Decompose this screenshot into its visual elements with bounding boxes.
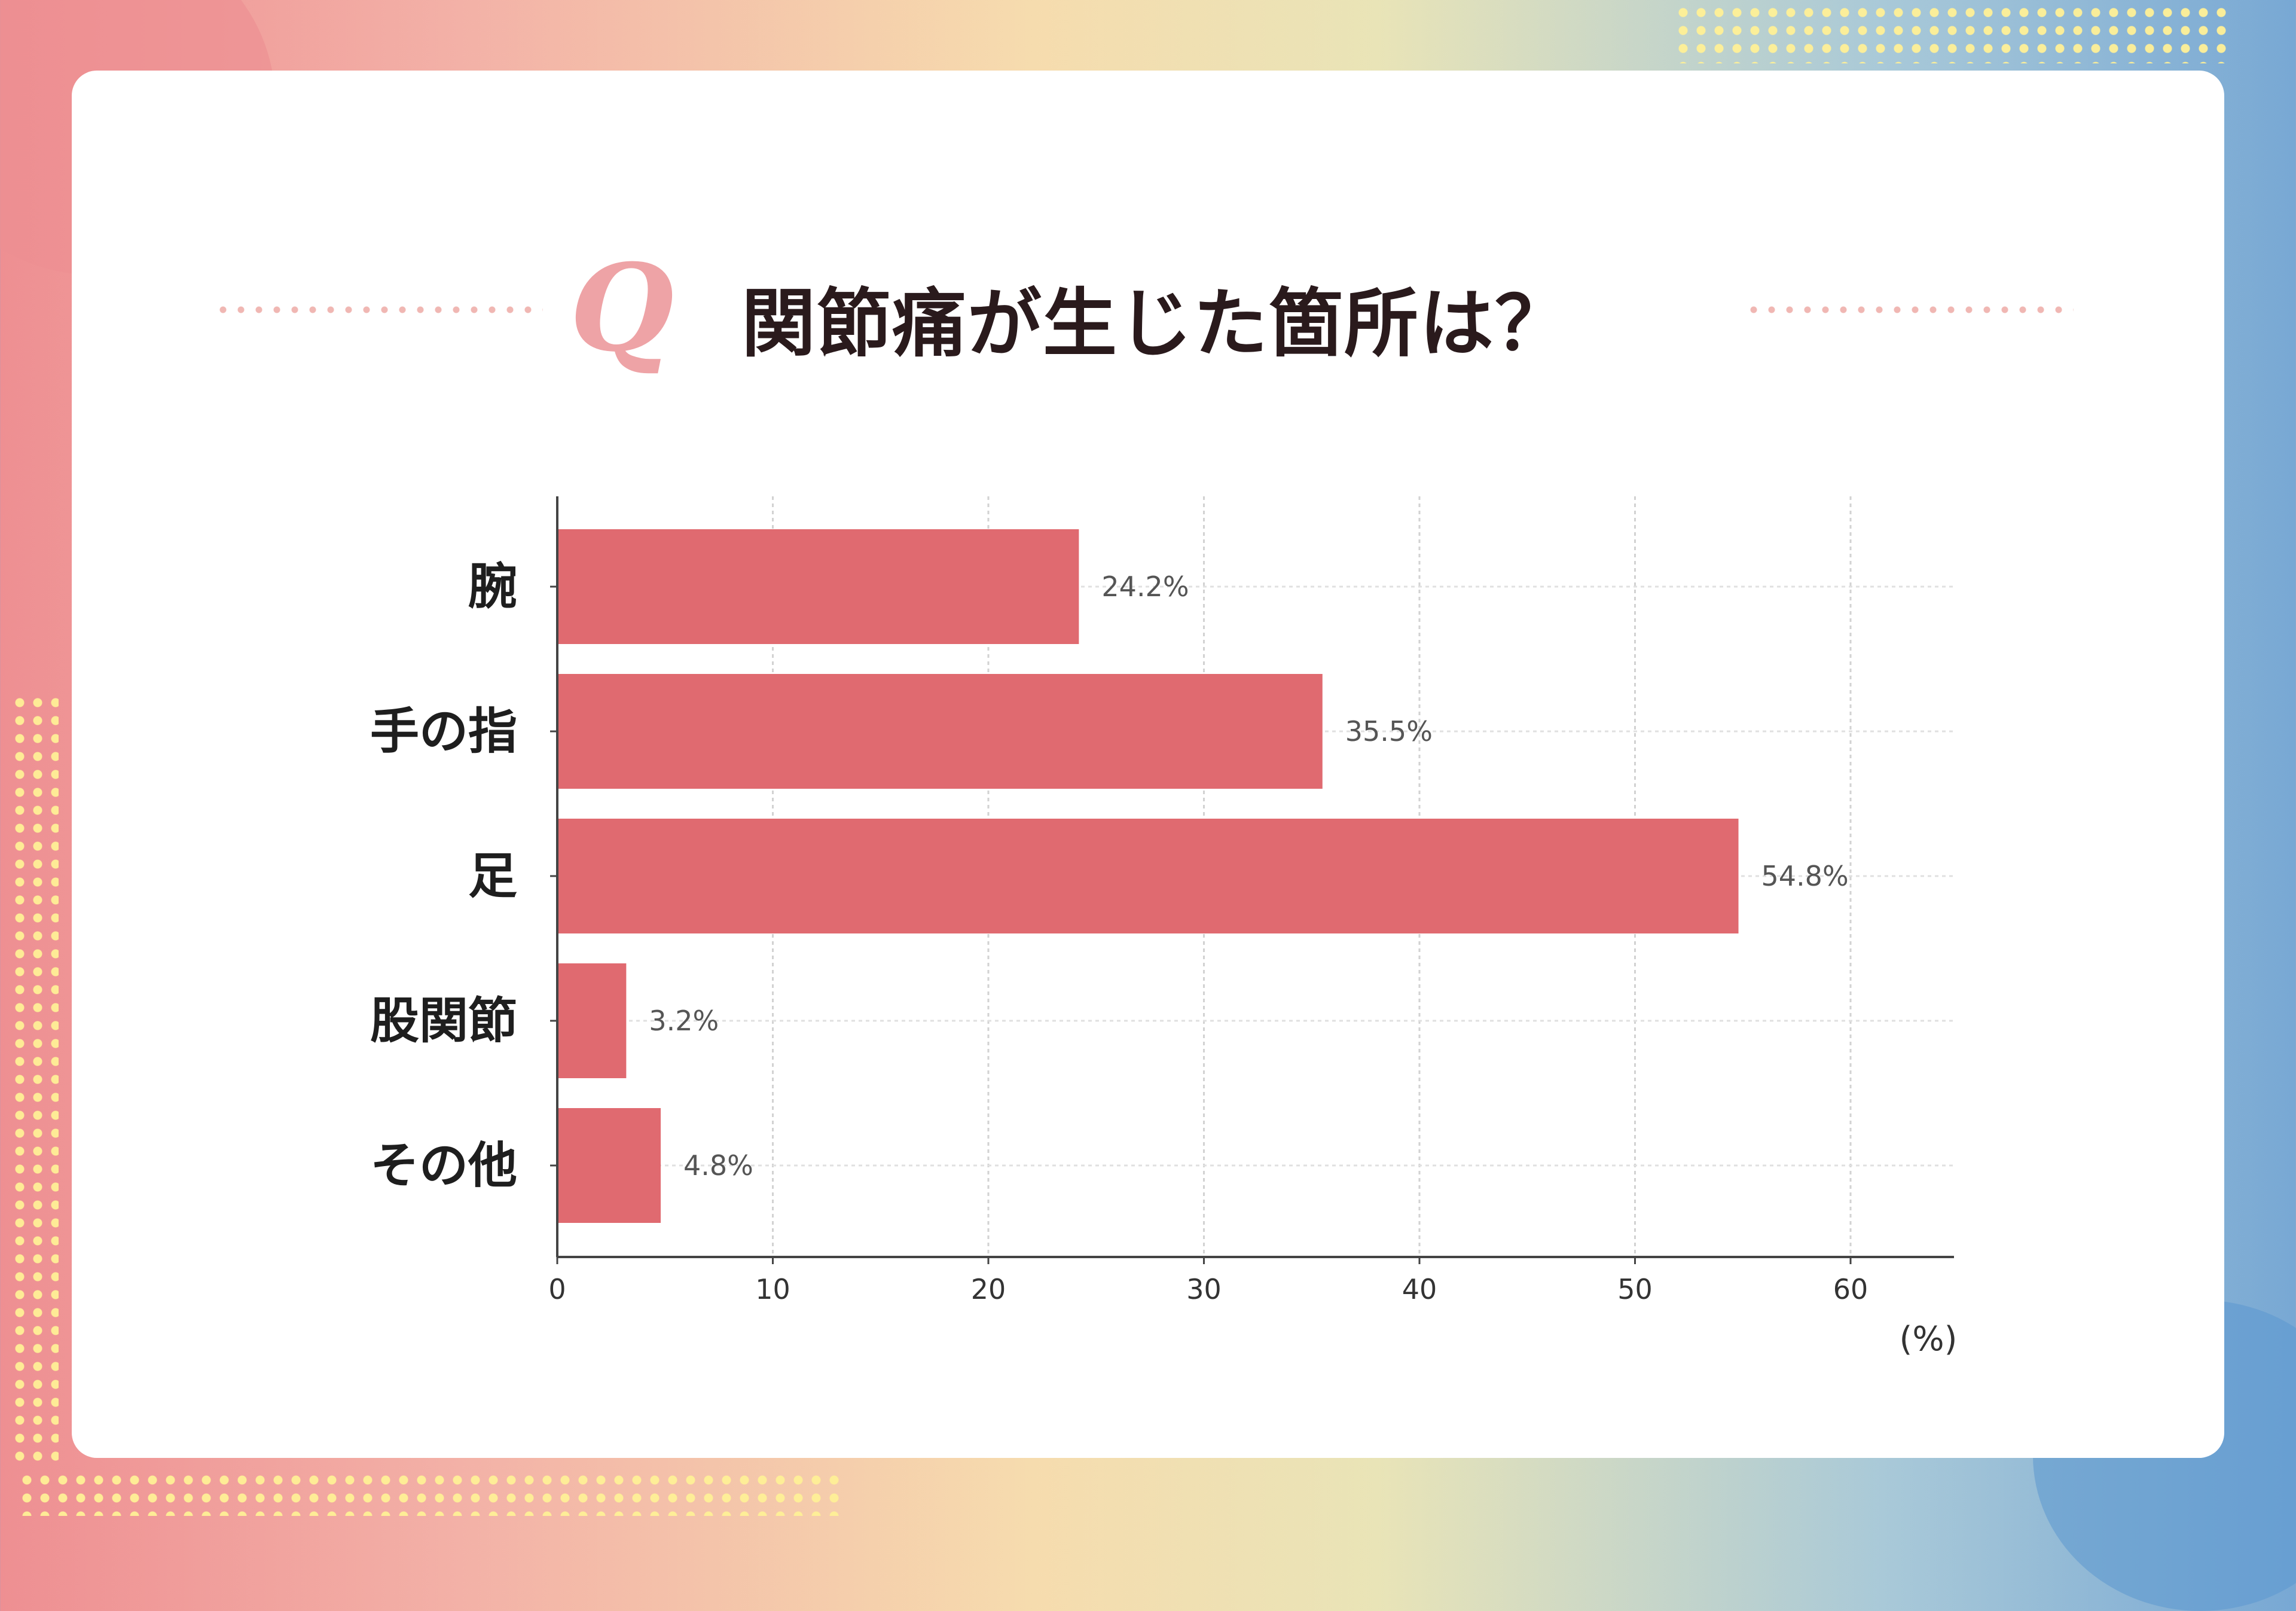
x-axis-unit-label: (%) (1900, 1320, 1958, 1359)
bar-value-label: 3.2% (649, 1005, 719, 1037)
bar (557, 819, 1739, 933)
y-tick-label: その他 (370, 1137, 517, 1194)
y-tick-label: 足 (468, 848, 517, 905)
bar (557, 963, 627, 1078)
y-tick-label: 手の指 (370, 703, 517, 760)
bar-value-label: 24.2% (1101, 570, 1189, 603)
x-tick-label: 40 (1402, 1273, 1437, 1305)
page-title: 関節痛が生じた箇所は？ (741, 281, 1571, 367)
q-mark-icon: Q (570, 248, 674, 374)
x-tick-label: 30 (1186, 1273, 1222, 1305)
dot-pattern-left (11, 694, 59, 1465)
bar-layer: 24.2% 35.5% 54.8% 3.2% 4.8% (557, 529, 1849, 1223)
x-tick-label: 0 (548, 1273, 566, 1305)
question-header: Q 関節痛が生じた箇所は？ (0, 0, 2296, 419)
x-tick-label: 60 (1833, 1273, 1868, 1305)
x-tick-label: 10 (755, 1273, 790, 1305)
q-mark-text: Q (570, 248, 674, 374)
dot-pattern-bottom (18, 1471, 843, 1516)
dot-pattern-top-right (1674, 4, 2230, 63)
dotted-divider-right (1745, 306, 2074, 313)
bar (557, 674, 1323, 789)
dotted-divider-left (214, 306, 543, 313)
x-tick-label: 50 (1617, 1273, 1653, 1305)
y-tick-label: 股関節 (370, 993, 517, 1049)
y-tick-label: 腕 (468, 559, 517, 615)
bar-value-label: 4.8% (683, 1149, 753, 1182)
x-tick-label: 20 (971, 1273, 1006, 1305)
bar-value-label: 35.5% (1345, 715, 1433, 747)
bar (557, 529, 1079, 644)
bar (557, 1108, 661, 1223)
bar-value-label: 54.8% (1761, 860, 1849, 892)
